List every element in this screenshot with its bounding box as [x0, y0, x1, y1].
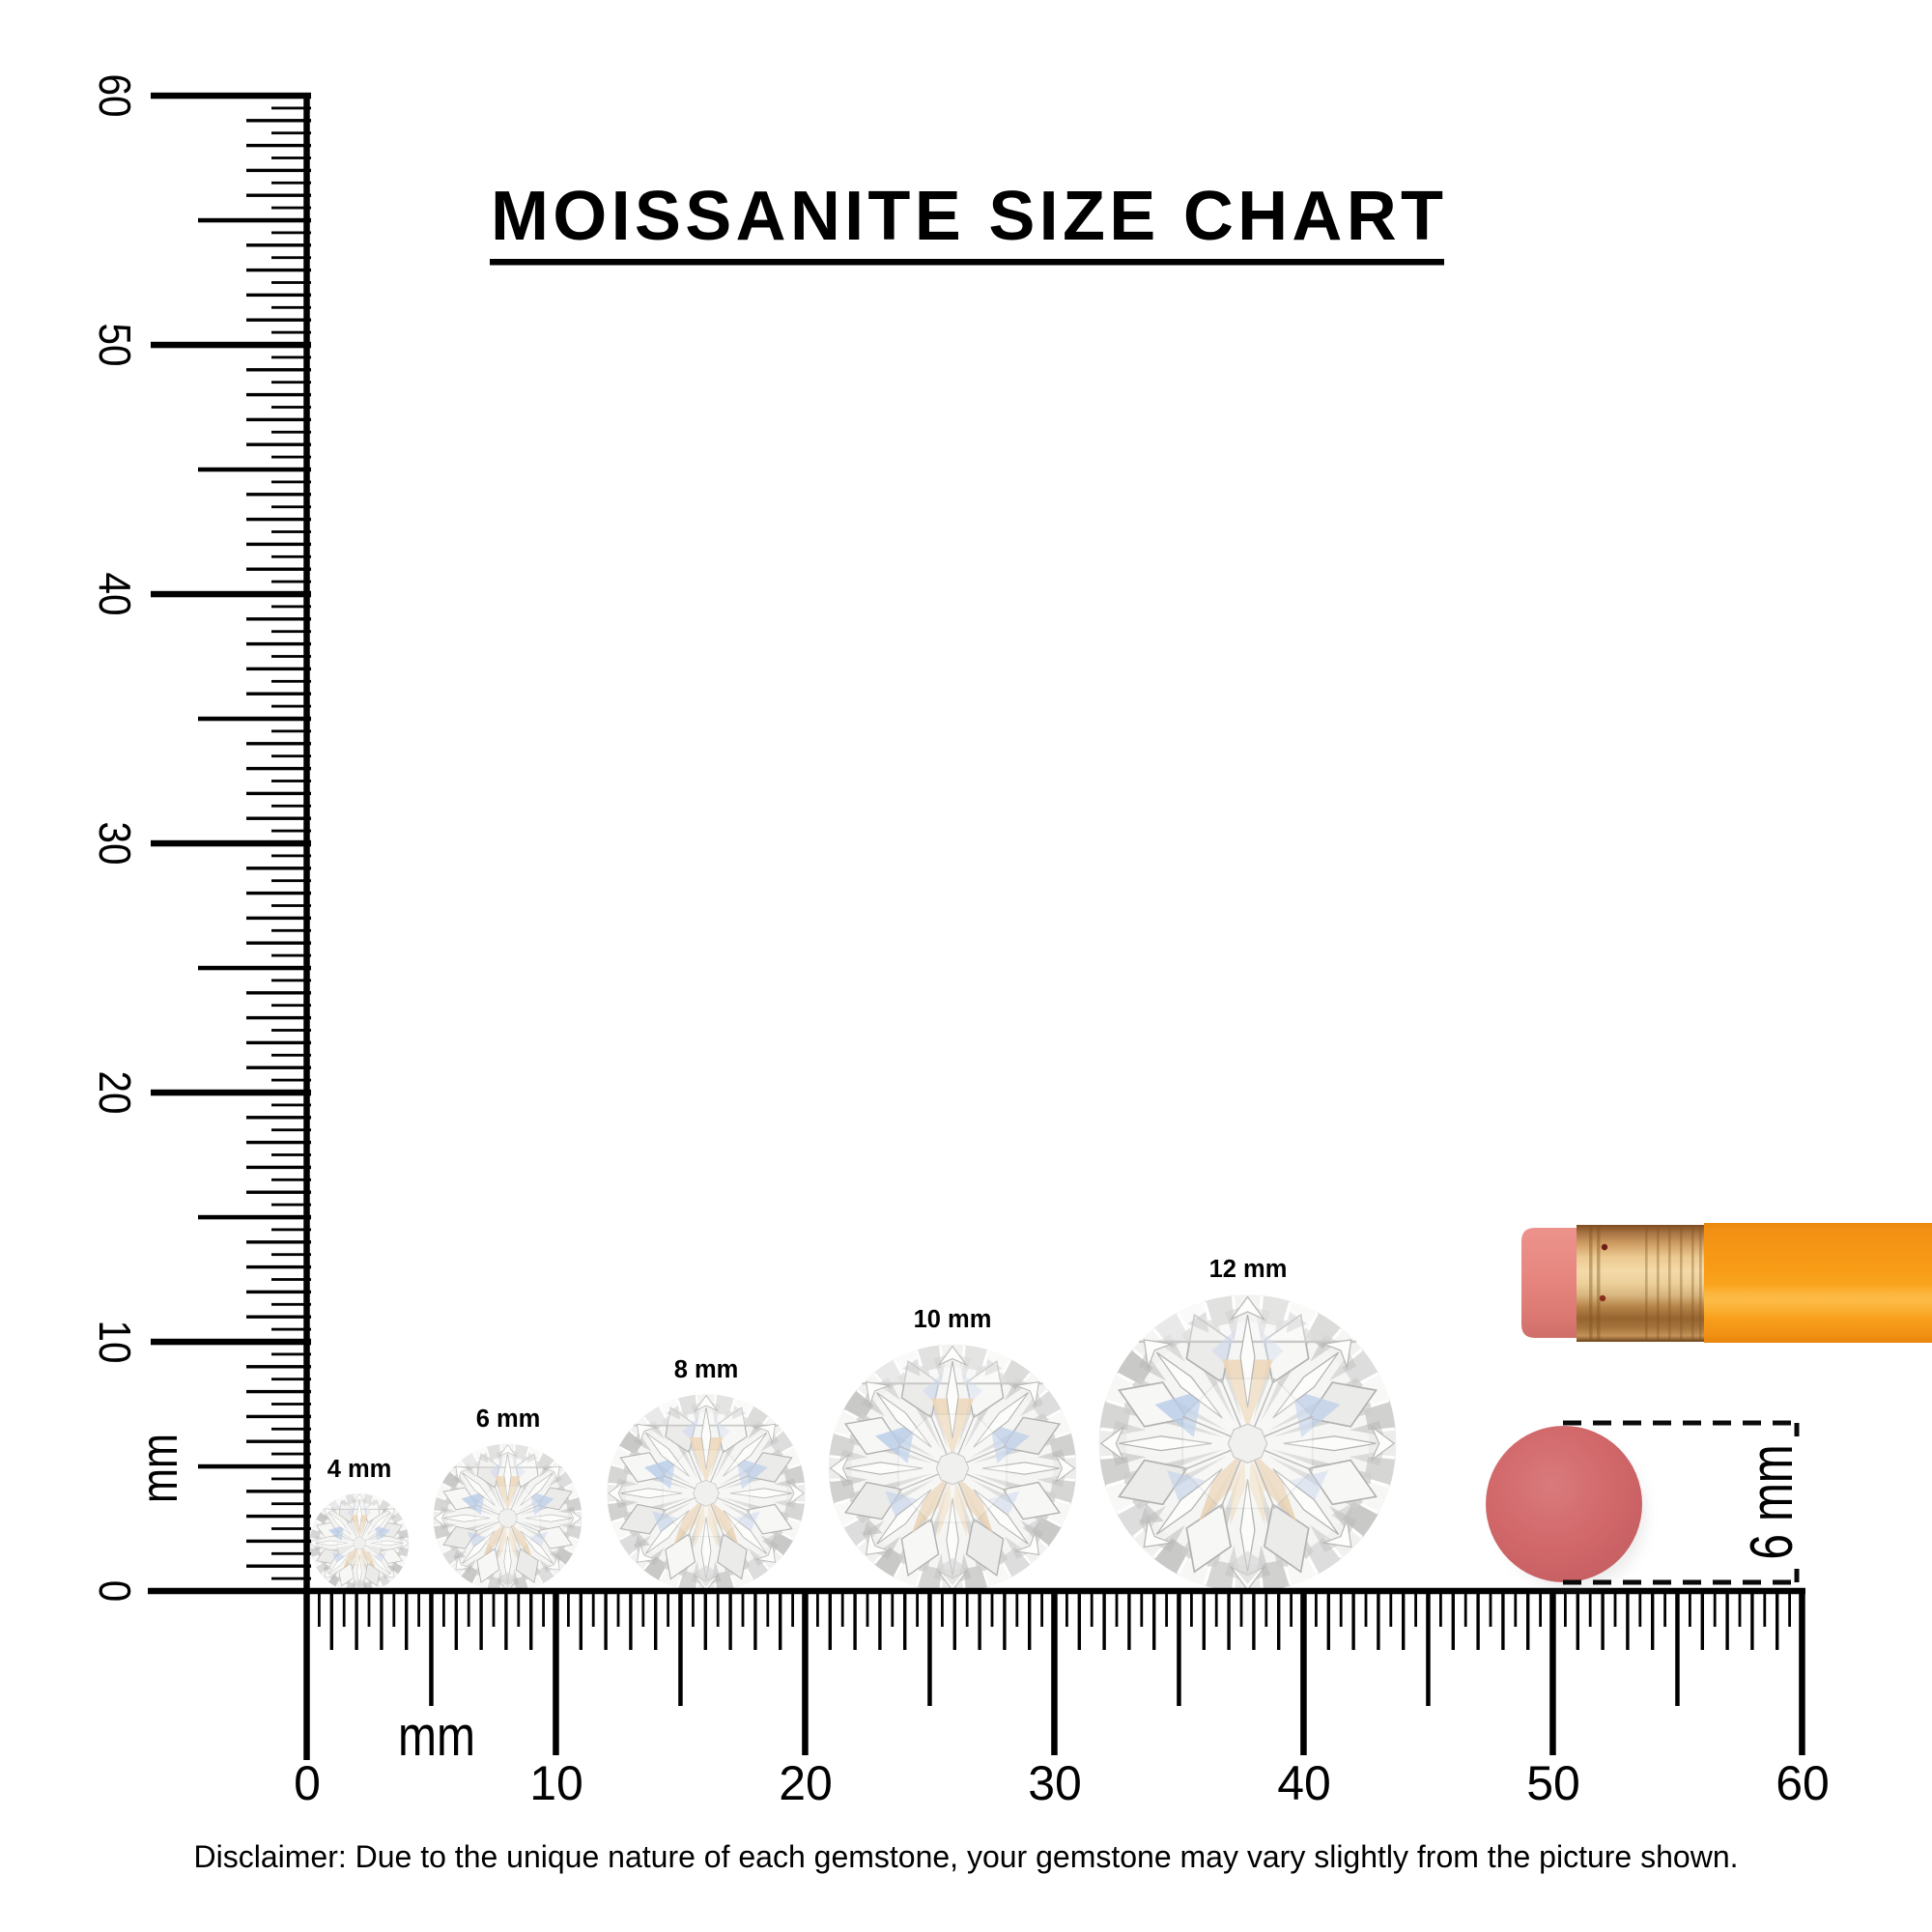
svg-text:50: 50 [89, 323, 138, 366]
svg-text:6 mm: 6 mm [1738, 1444, 1804, 1559]
svg-text:10: 10 [529, 1756, 583, 1810]
svg-text:0: 0 [89, 1580, 138, 1603]
svg-text:4 mm: 4 mm [327, 1456, 392, 1483]
svg-text:12 mm: 12 mm [1209, 1256, 1288, 1283]
svg-text:30: 30 [1028, 1756, 1082, 1810]
svg-text:mm: mm [131, 1434, 189, 1503]
svg-text:40: 40 [89, 572, 138, 615]
svg-text:50: 50 [1526, 1756, 1580, 1810]
svg-text:40: 40 [1277, 1756, 1331, 1810]
svg-text:60: 60 [1776, 1756, 1830, 1810]
svg-text:10 mm: 10 mm [914, 1306, 992, 1333]
svg-text:MOISSANITE SIZE CHART: MOISSANITE SIZE CHART [491, 178, 1443, 255]
svg-text:8 mm: 8 mm [674, 1356, 739, 1383]
svg-text:6 mm: 6 mm [476, 1406, 541, 1433]
svg-text:0: 0 [294, 1756, 321, 1810]
svg-text:20: 20 [89, 1070, 138, 1114]
svg-text:30: 30 [89, 821, 138, 865]
svg-text:Disclaimer: Due to the unique: Disclaimer: Due to the unique nature of … [194, 1839, 1739, 1874]
svg-text:20: 20 [779, 1756, 833, 1810]
svg-text:60: 60 [89, 73, 138, 117]
svg-text:mm: mm [398, 1705, 475, 1768]
svg-text:10: 10 [89, 1320, 138, 1363]
